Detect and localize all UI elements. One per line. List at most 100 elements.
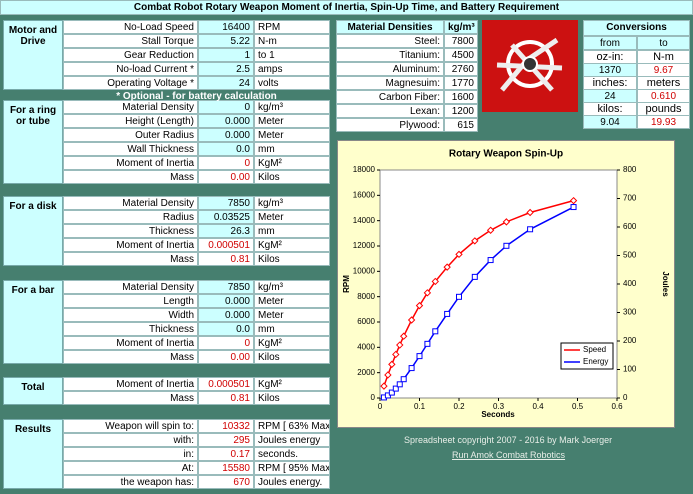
field-label: Height (Length) xyxy=(63,114,198,128)
field-label: No-load Current * xyxy=(63,62,198,76)
field-unit: kg/m³ xyxy=(254,280,330,294)
point xyxy=(526,208,534,217)
field-unit: Kilos xyxy=(254,350,330,364)
field-unit: amps xyxy=(254,62,330,76)
conversion-value: 0.610 xyxy=(637,89,690,103)
point xyxy=(431,277,440,286)
point xyxy=(424,340,431,347)
field-label: Thickness xyxy=(63,224,198,238)
field-unit: N-m xyxy=(254,34,330,48)
material-name: Carbon Fiber: xyxy=(336,90,444,104)
field-value: 0.000 xyxy=(198,308,254,322)
conversions-header: from xyxy=(583,36,637,50)
point xyxy=(443,263,451,271)
y-tick-label: 4000 xyxy=(357,342,375,351)
conversion-unit: inches: xyxy=(583,76,637,90)
field-label: No-Load Speed xyxy=(63,20,198,34)
field-label: Mass xyxy=(63,170,198,184)
y2-tick-label: 500 xyxy=(623,251,637,260)
section-label: For a disk xyxy=(3,196,63,266)
point xyxy=(388,360,396,369)
x-tick-label: 0.5 xyxy=(572,402,584,411)
conversion-value: 1370 xyxy=(583,63,637,77)
material-density: 1770 xyxy=(444,76,478,90)
y-tick-label: 6000 xyxy=(357,317,375,326)
legend-label: Speed xyxy=(583,345,606,354)
field-unit: RPM [ 63% Max ] xyxy=(254,419,330,433)
field-unit: mm xyxy=(254,322,330,336)
field-value: 0.000 xyxy=(198,128,254,142)
field-value: 2.5 xyxy=(198,62,254,76)
section-label: For a bar xyxy=(3,280,63,364)
point xyxy=(415,301,424,310)
chart-title: Rotary Weapon Spin-Up xyxy=(449,149,563,160)
field-unit: KgM² xyxy=(254,377,330,391)
conversion-unit: pounds xyxy=(637,102,690,116)
point xyxy=(423,289,432,297)
chart: Rotary Weapon Spin-Up RPM Joules Seconds… xyxy=(337,140,675,428)
link[interactable]: Run Amok Combat Robotics xyxy=(452,450,566,460)
material-density: 7800 xyxy=(444,34,478,48)
field-unit: volts xyxy=(254,76,330,90)
field-value: 0 xyxy=(198,156,254,170)
field-value: 0.00 xyxy=(198,170,254,184)
conversions-title: Conversions xyxy=(583,20,690,36)
field-value: 0.0 xyxy=(198,322,254,336)
field-value: 15580 xyxy=(198,461,254,475)
point xyxy=(388,389,395,396)
y-tick-label: 16000 xyxy=(353,190,376,199)
field-value: 16400 xyxy=(198,20,254,34)
field-value: 0.000501 xyxy=(198,377,254,391)
field-value: 5.22 xyxy=(198,34,254,48)
point xyxy=(380,382,388,390)
point xyxy=(471,273,478,280)
field-label: Length xyxy=(63,294,198,308)
material-name: Plywood: xyxy=(336,118,444,132)
sheet-title: Combat Robot Rotary Weapon Moment of Ine… xyxy=(0,0,693,15)
field-unit: KgM² xyxy=(254,238,330,252)
point xyxy=(396,381,403,388)
point xyxy=(444,310,451,317)
point xyxy=(570,204,577,211)
conversion-unit: meters xyxy=(637,76,690,90)
y-tick-label: 2000 xyxy=(357,368,375,377)
material-name: Lexan: xyxy=(336,104,444,118)
materials-header: Material Densities xyxy=(336,20,444,34)
y-tick-label: 8000 xyxy=(357,292,375,301)
material-name: Aluminum: xyxy=(336,62,444,76)
point xyxy=(527,226,534,233)
point xyxy=(408,365,415,372)
field-unit: Meter xyxy=(254,128,330,142)
field-value: 0.000 xyxy=(198,294,254,308)
point xyxy=(392,350,400,359)
field-label: Moment of Inertia xyxy=(63,238,198,252)
section-label: For a ring or tube xyxy=(3,100,63,184)
point xyxy=(396,341,404,349)
field-value: 24 xyxy=(198,76,254,90)
field-unit: KgM² xyxy=(254,336,330,350)
field-unit: mm xyxy=(254,224,330,238)
field-unit: Meter xyxy=(254,114,330,128)
x-tick-label: 0 xyxy=(378,402,383,411)
field-value: 0.00 xyxy=(198,350,254,364)
field-value: 295 xyxy=(198,433,254,447)
legend xyxy=(560,342,614,370)
optional-note: * Optional - for battery calculation xyxy=(116,91,277,102)
y-tick-label: 18000 xyxy=(353,165,376,174)
point xyxy=(399,332,408,340)
field-label: Width xyxy=(63,308,198,322)
y-tick-label: 10000 xyxy=(353,266,376,275)
field-unit: seconds. xyxy=(254,447,330,461)
y-tick-label: 0 xyxy=(371,393,376,402)
point xyxy=(502,218,511,226)
field-value: 670 xyxy=(198,475,254,489)
field-label: Radius xyxy=(63,210,198,224)
field-value: 7850 xyxy=(198,196,254,210)
material-density: 4500 xyxy=(444,48,478,62)
point xyxy=(407,316,416,324)
point xyxy=(456,293,462,300)
point xyxy=(486,226,495,234)
field-label: Material Density xyxy=(63,100,198,114)
material-density: 615 xyxy=(444,118,478,132)
